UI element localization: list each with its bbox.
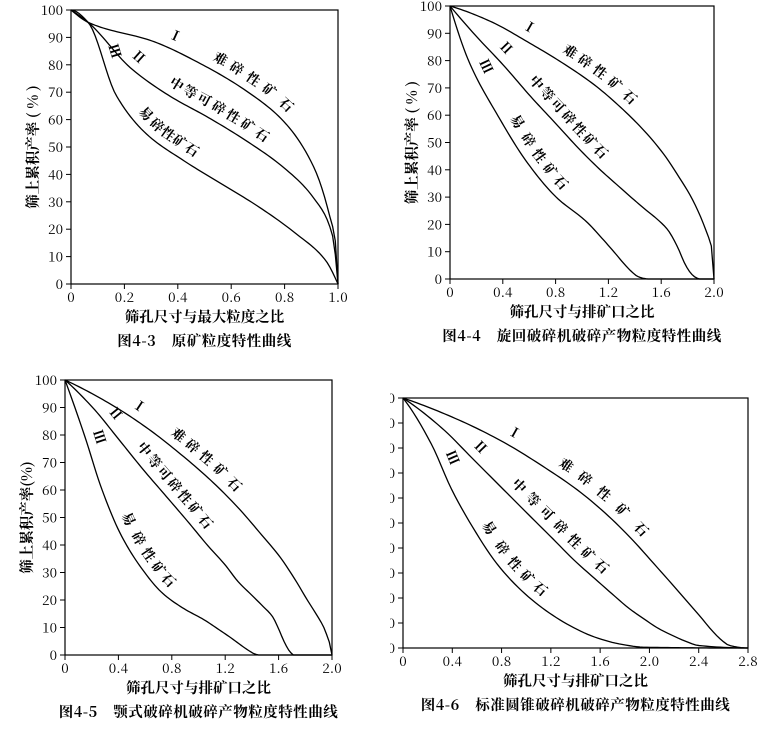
svg-text:10: 10 [48,246,63,266]
svg-text:0.8: 0.8 [162,657,181,677]
svg-text:筛孔尺寸与排矿口之比: 筛孔尺寸与排矿口之比 [503,670,648,691]
svg-text:90: 90 [48,26,63,46]
svg-text:1.2: 1.2 [216,657,235,677]
svg-text:0.8: 0.8 [492,650,511,670]
svg-text:筛上累积产率(%): 筛上累积产率(%) [16,461,37,574]
svg-text:筛孔尺寸与最大粒度之比: 筛孔尺寸与最大粒度之比 [125,306,285,327]
svg-text:90: 90 [42,397,57,417]
svg-text:20: 20 [48,218,63,238]
svg-text:80: 80 [48,54,63,74]
svg-text:1.6: 1.6 [269,657,288,677]
svg-text:50: 50 [427,132,442,152]
svg-text:70: 70 [427,77,442,97]
svg-text:筛孔尺寸与排矿口之比: 筛孔尺寸与排矿口之比 [126,677,271,698]
svg-text:2.0: 2.0 [704,281,723,301]
svg-text:图4-3 原矿粒度特性曲线: 图4-3 原矿粒度特性曲线 [117,330,292,351]
svg-text:20: 20 [427,213,442,233]
svg-text:0.4: 0.4 [168,286,188,306]
svg-text:图4-5 颚式破碎机破碎产物粒度特性曲线: 图4-5 颚式破碎机破碎产物粒度特性曲线 [59,701,339,722]
svg-text:60: 60 [427,104,442,124]
svg-text:0: 0 [61,657,68,677]
svg-text:40: 40 [48,163,63,183]
svg-text:90: 90 [427,22,442,42]
svg-text:0.4: 0.4 [109,657,129,677]
svg-text:筛上累积产率 ( % ): 筛上累积产率 ( % ) [22,85,43,208]
svg-text:60: 60 [42,479,57,499]
svg-text:0: 0 [67,286,74,306]
svg-text:40: 40 [42,534,57,554]
svg-text:0: 0 [435,268,442,288]
svg-text:100: 100 [35,369,57,389]
svg-text:2.0: 2.0 [640,650,659,670]
svg-text:0.8: 0.8 [546,281,565,301]
svg-text:70: 70 [48,81,63,101]
svg-text:0: 0 [399,650,406,670]
svg-text:0.2: 0.2 [115,286,134,306]
svg-text:0: 0 [50,644,57,664]
svg-text:50: 50 [42,507,57,527]
svg-text:图4-6 标准圆锥破碎机破碎产物粒度特性曲线: 图4-6 标准圆锥破碎机破碎产物粒度特性曲线 [421,694,731,715]
svg-text:1.0: 1.0 [328,286,347,306]
svg-text:筛孔尺寸与排矿口之比: 筛孔尺寸与排矿口之比 [510,301,655,322]
svg-text:2.0: 2.0 [322,657,341,677]
svg-text:100: 100 [420,0,442,15]
svg-text:50: 50 [48,136,63,156]
svg-text:1.6: 1.6 [591,650,610,670]
svg-text:80: 80 [427,50,442,70]
svg-text:1.2: 1.2 [599,281,618,301]
svg-text:0.4: 0.4 [443,650,463,670]
svg-text:0.4: 0.4 [493,281,513,301]
svg-text:100: 100 [41,0,63,19]
svg-text:1.2: 1.2 [541,650,560,670]
svg-text:0: 0 [56,273,63,293]
svg-text:2.8: 2.8 [738,650,757,670]
svg-text:0: 0 [446,281,453,301]
svg-text:1.6: 1.6 [652,281,671,301]
svg-text:30: 30 [48,191,63,211]
svg-text:2.4: 2.4 [689,650,709,670]
svg-text:10: 10 [42,617,57,637]
svg-text:20: 20 [42,589,57,609]
svg-text:70: 70 [42,452,57,472]
svg-text:30: 30 [427,186,442,206]
svg-text:筛上累积产率 ( % ): 筛上累积产率 ( % ) [401,81,422,204]
svg-text:40: 40 [427,159,442,179]
svg-text:30: 30 [42,562,57,582]
svg-text:图4-4 旋回破碎机破碎产物粒度特性曲线: 图4-4 旋回破碎机破碎产物粒度特性曲线 [442,325,722,346]
svg-text:0.6: 0.6 [222,286,241,306]
svg-text:0.8: 0.8 [275,286,294,306]
svg-text:60: 60 [48,109,63,129]
svg-text:10: 10 [427,241,442,261]
svg-text:80: 80 [42,424,57,444]
